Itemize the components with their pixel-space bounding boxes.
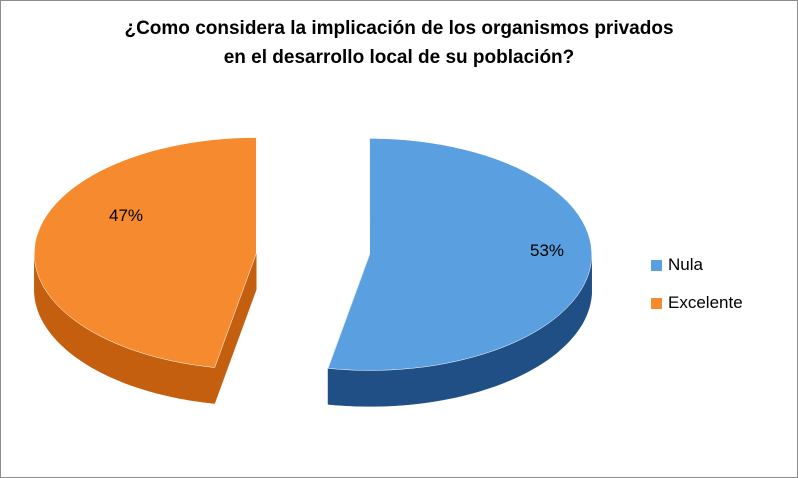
legend-item-nula: Nula: [651, 246, 743, 284]
legend-swatch-nula: [651, 259, 662, 271]
legend: Nula Excelente: [651, 246, 743, 322]
chart-title-line-1: ¿Como considera la implicación de los or…: [124, 18, 674, 39]
chart-title-line-2: en el desarrollo local de su población?: [223, 47, 575, 68]
legend-item-excelente: Excelente: [651, 284, 743, 322]
legend-label-nula: Nula: [668, 255, 703, 274]
pie-slice-nula: [327, 138, 592, 371]
legend-swatch-excelente: [651, 297, 662, 309]
pie-slice-excelente: [34, 137, 257, 368]
legend-label-excelente: Excelente: [668, 293, 743, 312]
chart-title: ¿Como considera la implicación de los or…: [0, 14, 798, 72]
data-label-excelente: 47%: [109, 206, 143, 225]
data-label-nula: 53%: [530, 241, 564, 260]
